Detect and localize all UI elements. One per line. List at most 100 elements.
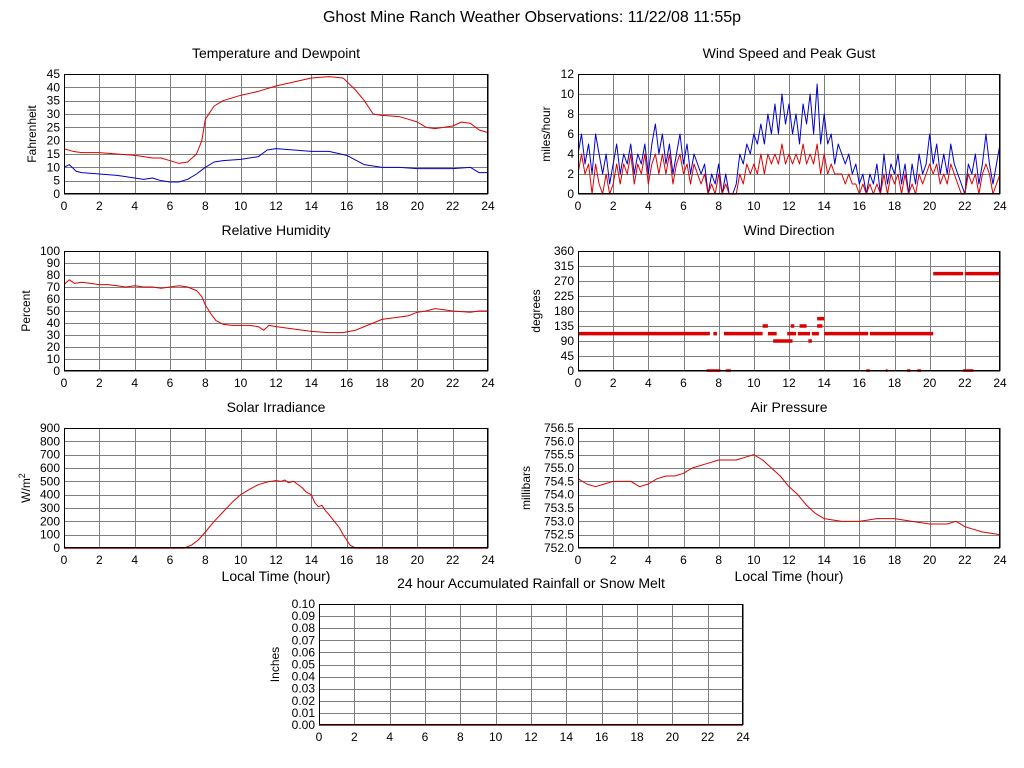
y-tick-label: 0 (567, 364, 574, 378)
y-tick-label: 755.0 (544, 461, 574, 475)
y-tick-label: 0 (53, 187, 60, 201)
y-axis-label-text: Percent (19, 290, 33, 332)
chart-title: Solar Irradiance (227, 399, 326, 415)
series-group (578, 454, 1000, 536)
x-tick-label: 8 (715, 199, 722, 213)
y-tick-label: 756.5 (544, 421, 574, 435)
x-tick-label: 22 (446, 553, 460, 567)
x-tick-label: 6 (167, 199, 174, 213)
x-tick-label: 18 (888, 376, 902, 390)
x-tick-label: 12 (524, 730, 538, 744)
gridlines (578, 74, 1001, 195)
y-tick-label: 0.03 (292, 682, 316, 696)
x-tick-label: 20 (411, 553, 425, 567)
y-axis-label: Inches (268, 647, 282, 682)
y-tick-label: 315 (554, 259, 574, 273)
x-tick-label: 16 (853, 199, 867, 213)
x-tick-label: 8 (715, 376, 722, 390)
x-tick-label: 6 (422, 730, 429, 744)
x-tick-label: 16 (340, 553, 354, 567)
y-tick-label: 135 (554, 319, 574, 333)
x-tick-label: 4 (131, 376, 138, 390)
x-tick-label: 2 (351, 730, 358, 744)
plot-frame (578, 74, 1000, 194)
x-tick-label: 12 (782, 553, 796, 567)
x-tick-label: 10 (747, 199, 761, 213)
y-tick-label: 40 (47, 80, 61, 94)
y-tick-label: 752.0 (544, 541, 574, 555)
x-tick-label: 10 (489, 730, 503, 744)
chart-title: 24 hour Accumulated Rainfall or Snow Mel… (397, 575, 665, 591)
y-axis-label: Fahrenheit (25, 105, 39, 163)
x-tick-label: 4 (131, 553, 138, 567)
chart-title: Wind Direction (743, 222, 834, 238)
y-tick-label: 400 (40, 488, 60, 502)
x-axis-label: Local Time (hour) (735, 568, 844, 584)
y-tick-label: 0.07 (292, 633, 316, 647)
y-axis-label: millibars (519, 466, 533, 510)
y-tick-label: 500 (40, 474, 60, 488)
x-tick-label: 14 (560, 730, 574, 744)
x-tick-label: 20 (923, 376, 937, 390)
x-tick-label: 2 (610, 199, 617, 213)
x-tick-label: 4 (645, 553, 652, 567)
x-tick-label: 4 (386, 730, 393, 744)
x-tick-label: 12 (782, 376, 796, 390)
x-tick-label: 0 (61, 376, 68, 390)
x-tick-label: 0 (316, 730, 323, 744)
y-tick-label: 25 (47, 120, 61, 134)
plot-frame (64, 251, 488, 371)
y-axis-label: miles/hour (539, 106, 553, 161)
y-tick-label: 754.5 (544, 474, 574, 488)
x-tick-label: 22 (446, 376, 460, 390)
x-tick-label: 0 (575, 553, 582, 567)
x-tick-label: 6 (680, 376, 687, 390)
x-tick-label: 18 (888, 199, 902, 213)
y-tick-label: 40 (47, 316, 61, 330)
x-tick-label: 18 (375, 199, 389, 213)
y-tick-label: 20 (47, 340, 61, 354)
y-tick-label: 180 (554, 304, 574, 318)
y-tick-label: 45 (47, 67, 61, 81)
y-tick-label: 30 (47, 328, 61, 342)
x-tick-label: 2 (96, 553, 103, 567)
x-tick-label: 24 (481, 376, 495, 390)
x-tick-label: 10 (234, 553, 248, 567)
y-tick-label: 10 (47, 160, 61, 174)
x-tick-label: 2 (96, 199, 103, 213)
x-tick-label: 22 (446, 199, 460, 213)
y-tick-label: 225 (554, 289, 574, 303)
y-tick-label: 0.05 (292, 658, 316, 672)
y-tick-label: 12 (561, 67, 575, 81)
series-line-0 (578, 454, 1000, 536)
x-tick-label: 24 (993, 199, 1007, 213)
y-axis-label-text: W/m (19, 478, 33, 503)
x-tick-label: 10 (747, 553, 761, 567)
x-tick-label: 18 (630, 730, 644, 744)
y-tick-label: 360 (554, 244, 574, 258)
y-tick-label: 90 (561, 334, 575, 348)
x-tick-label: 12 (782, 199, 796, 213)
x-tick-label: 20 (666, 730, 680, 744)
y-tick-label: 0 (567, 187, 574, 201)
x-tick-label: 4 (645, 376, 652, 390)
y-tick-label: 100 (40, 528, 60, 542)
y-tick-label: 0.08 (292, 621, 316, 635)
y-tick-label: 0.09 (292, 609, 316, 623)
x-tick-label: 22 (701, 730, 715, 744)
y-tick-label: 100 (40, 244, 60, 258)
series-group (64, 479, 488, 549)
x-tick-label: 12 (269, 376, 283, 390)
x-tick-label: 8 (202, 199, 209, 213)
series-group (578, 83, 1000, 195)
chart-title: Relative Humidity (222, 222, 331, 238)
y-tick-label: 20 (47, 134, 61, 148)
y-tick-label: 753.5 (544, 501, 574, 515)
y-tick-label: 900 (40, 421, 60, 435)
series-line-0 (64, 479, 488, 549)
y-tick-label: 8 (567, 107, 574, 121)
y-tick-label: 2 (567, 167, 574, 181)
